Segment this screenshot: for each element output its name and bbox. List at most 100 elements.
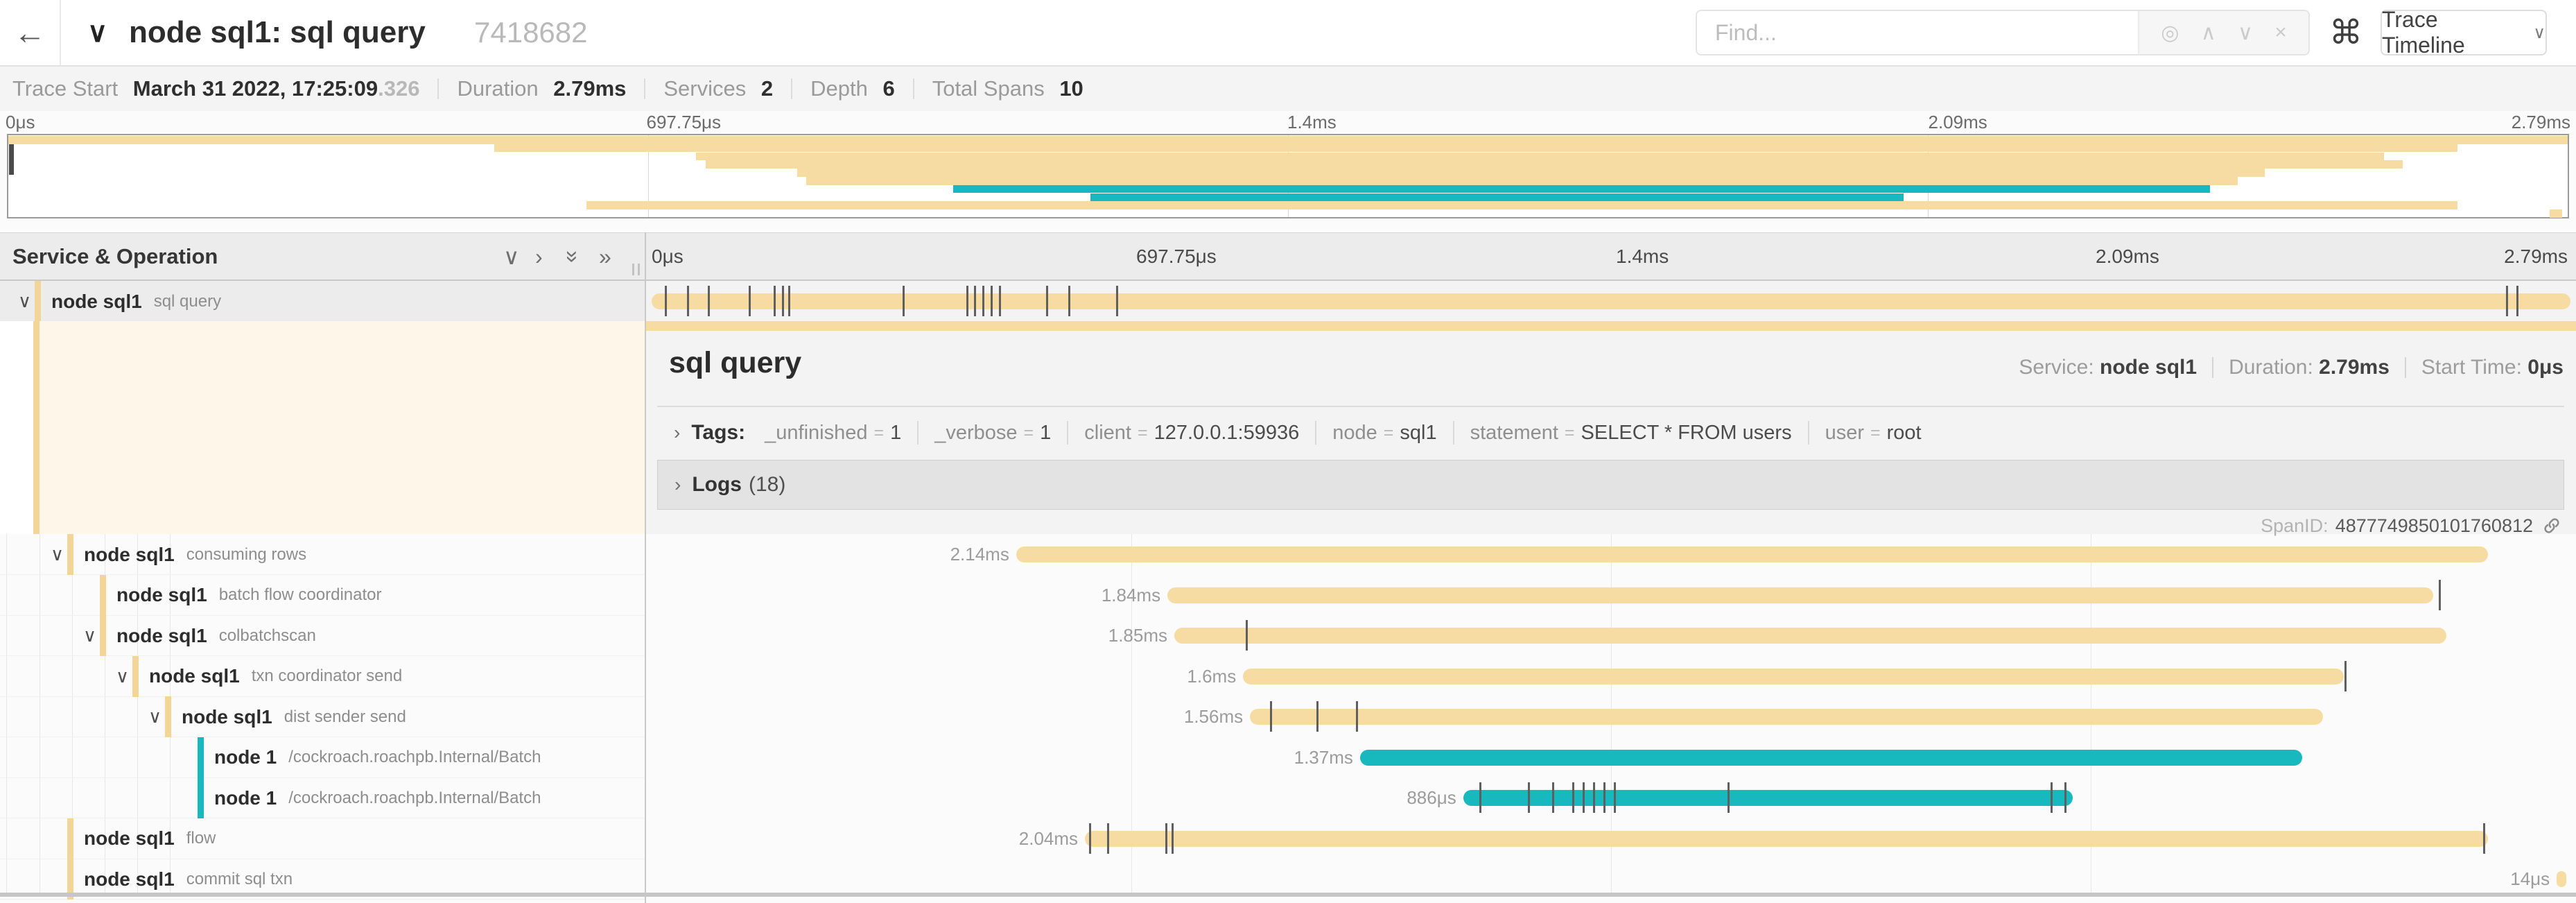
minimap-canvas[interactable] [7,134,2569,218]
span-bar[interactable] [1167,587,2433,603]
detail-operation-title: sql query [669,346,802,379]
expand-one-icon[interactable]: › [535,243,543,269]
span-bar[interactable] [1016,547,2488,562]
collapse-one-icon[interactable]: ∨ [503,244,520,269]
tag-value: root [1886,421,1922,444]
tree-row[interactable]: node sql1 batch flow coordinator [0,574,645,616]
tree-row[interactable]: ∨ node sql1 consuming rows [0,534,645,575]
detail-accent-strip [645,321,2576,331]
span-row[interactable]: 14μs [645,859,2576,900]
span-bar[interactable] [1359,749,2303,766]
info-label: Trace Start [12,76,124,101]
tree-row[interactable]: node sql1 flow [0,818,645,859]
minimap-span-row [8,201,2568,209]
tree-row[interactable]: ∨ node sql1 sql query [0,281,645,322]
service-name: node 1 [214,786,277,809]
span-bar[interactable] [1243,668,2344,685]
tree-row[interactable]: node 1/cockroach.roachpb.Internal/Batch [0,737,645,778]
span-row[interactable]: 2.04ms [645,818,2576,859]
minimap-span-bar [1090,193,1904,202]
chevron-down-icon[interactable]: ∨ [18,291,32,311]
operation-name: dist sender send [284,707,406,726]
tree-row[interactable]: node sql1 commit sql txn [0,859,645,900]
log-marker [1551,782,1554,813]
chevron-down-icon[interactable]: ∨ [148,706,162,727]
back-button[interactable]: ← [0,0,61,65]
span-row[interactable] [645,281,2576,322]
span-duration-label: 1.37ms [1294,746,1353,768]
chevron-down-icon[interactable]: ∨ [83,625,97,646]
expand-all-icon[interactable]: » [599,243,611,269]
service-name: node 1 [214,746,277,768]
log-marker [1583,782,1585,813]
span-duration-label: 2.04ms [1018,827,1079,849]
panel-divider[interactable] [645,232,646,903]
tree-row-label: node sql1 colbatchscan [116,615,316,656]
next-result-icon[interactable]: ∨ [2237,21,2253,44]
span-id-value: 4877749850101760812 [2335,515,2533,536]
page-title[interactable]: node sql1: sql query [129,15,426,49]
tree-row[interactable]: ∨ node sql1 dist sender send [0,696,645,737]
view-selector-button[interactable]: Trace Timeline ∨ [2381,7,2547,58]
tags-row[interactable]: › Tags: _unfinished = 1 _verbose = 1 client = 12… [657,413,2564,453]
operation-name: colbatchscan [218,626,316,645]
operation-name: /cockroach.roachpb.Internal/Batch [288,788,541,807]
trace-collapse-icon[interactable]: ∨ [87,17,108,48]
span-bar[interactable] [652,293,2570,309]
tree-row-label: node 1/cockroach.roachpb.Internal/Batch [214,777,541,818]
minimap-tick-label: 697.75μs [646,112,722,132]
chevron-down-icon[interactable]: ∨ [51,544,64,565]
tag-separator [1452,421,1454,445]
tree-row[interactable]: ∨ node sql1 txn coordinator send [0,655,645,697]
span-row[interactable]: 886μs [645,777,2576,818]
locate-icon[interactable]: ◎ [2161,21,2179,44]
log-marker [1106,823,1109,854]
span-row[interactable]: 1.84ms [645,575,2576,616]
log-marker [2050,782,2053,813]
collapse-all-icon[interactable]: » [561,250,586,263]
span-row[interactable]: 1.85ms [645,615,2576,656]
panel-resizer-handle[interactable] [632,264,640,275]
span-row[interactable]: 1.56ms [645,696,2576,737]
tree-row[interactable]: ∨ node sql1 colbatchscan [0,615,645,656]
horizontal-scrollbar[interactable] [0,893,2576,897]
tree-row[interactable]: node 1/cockroach.roachpb.Internal/Batch [0,777,645,818]
logs-row[interactable]: › Logs (18) [657,460,2564,510]
tag-equals: = [1564,422,1575,442]
tree-row-label: node sql1 consuming rows [84,534,306,575]
service-operation-title: Service & Operation [12,244,218,268]
span-color-bar [67,534,73,575]
span-row[interactable]: 1.6ms [645,656,2576,697]
span-bar[interactable] [1250,709,2323,725]
logs-count: (18) [749,473,786,496]
search-input[interactable] [1697,11,2138,54]
span-row[interactable]: 1.37ms [645,737,2576,778]
ruler-tick-label: 2.09ms [2096,246,2159,267]
span-bar[interactable] [2557,871,2567,887]
span-row[interactable]: 2.14ms [645,534,2576,575]
span-bar[interactable] [1085,830,2488,847]
keyboard-shortcuts-button[interactable]: ⌘ [2329,15,2362,51]
span-color-bar [132,655,139,697]
tree-indent-guide [6,534,7,893]
minimap-span-bar [705,160,2403,169]
minimap-scrubber-handle[interactable] [9,136,14,175]
span-bar[interactable] [1463,790,2073,806]
minimap-span-bar [2549,209,2563,218]
span-duration-label: 14μs [2510,868,2550,889]
copy-link-icon[interactable] [2541,515,2562,536]
log-marker [2064,782,2066,813]
log-marker [1572,782,1575,813]
prev-result-icon[interactable]: ∧ [2200,21,2216,44]
info-separator [644,78,646,99]
tag-equals: = [1870,422,1881,442]
chevron-down-icon[interactable]: ∨ [116,665,130,687]
span-duration-label: 886μs [1407,787,1456,808]
minimap-tick-label: 2.79ms [2511,112,2570,132]
span-bar[interactable] [1174,628,2447,644]
log-marker [1527,782,1530,813]
clear-search-icon[interactable]: × [2274,21,2287,44]
service-name: node sql1 [182,705,272,728]
info-value: 2 [760,76,774,101]
minimap-span-row [8,193,2568,202]
